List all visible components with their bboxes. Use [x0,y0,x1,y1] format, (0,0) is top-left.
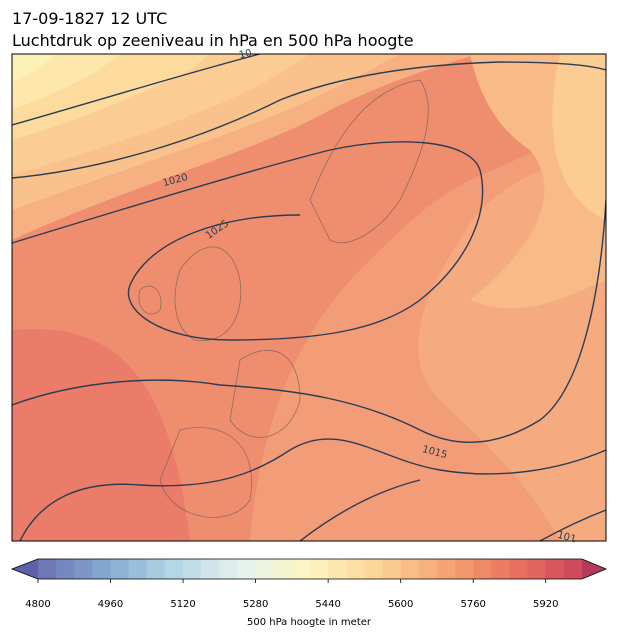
colorbar-swatch [128,559,148,579]
colorbar-swatch [201,559,220,579]
colorbar-swatch [418,559,438,579]
colorbar-swatch [237,559,257,579]
colorbar-tick-label: 4960 [98,599,123,610]
colorbar-tick-label: 5120 [170,599,195,610]
colorbar-swatch [310,559,329,579]
colorbar-swatch [219,559,238,579]
colorbar-swatch [545,559,565,579]
map [12,54,606,541]
colorbar-swatch [491,559,510,579]
colorbar-swatch [291,559,311,579]
contour-label: 10 [238,48,253,61]
colorbar-tick-label: 5280 [243,599,268,610]
colorbar-swatch [400,559,420,579]
contour-label: 101 [556,530,577,546]
title: 17-09-1827 12 UTC [12,9,167,28]
colorbar-extend-low [12,559,38,579]
colorbar-outline [10,558,608,580]
colorbar-tick-label: 5600 [388,599,413,610]
subtitle: Luchtdruk op zeeniveau in hPa en 500 hPa… [12,31,414,50]
colorbar-swatch [255,559,275,579]
colorbar-swatch [527,559,547,579]
colorbar-swatch [473,559,492,579]
colorbar-tick-label: 4800 [25,599,50,610]
colorbar-tick-label: 5760 [460,599,485,610]
colorbar: 4800 4960 5120 5280 5440 5600 5760 5920 [10,558,608,610]
colorbar-label: 500 hPa hoogte in meter [247,617,372,628]
colorbar-swatch [110,559,130,579]
colorbar-swatch [455,559,474,579]
colorbar-swatch [364,559,384,579]
colorbar-swatch [74,559,93,579]
colorbar-tick-label: 5920 [533,599,558,610]
colorbar-swatch [92,559,112,579]
colorbar-swatch [436,559,456,579]
colorbar-extend-high [582,559,606,579]
colorbar-swatch [509,559,529,579]
colorbar-swatch [382,559,402,579]
colorbar-swatch [328,559,347,579]
colorbar-swatch [38,559,57,579]
colorbar-swatch [183,559,202,579]
colorbar-swatch [146,559,166,579]
colorbar-swatch [56,559,75,579]
colorbar-swatch [346,559,365,579]
colorbar-tick-label: 5440 [315,599,340,610]
map-frame [11,53,607,542]
colorbar-swatch [273,559,293,579]
colorbar-swatch [164,559,184,579]
colorbar-swatch [563,559,583,579]
